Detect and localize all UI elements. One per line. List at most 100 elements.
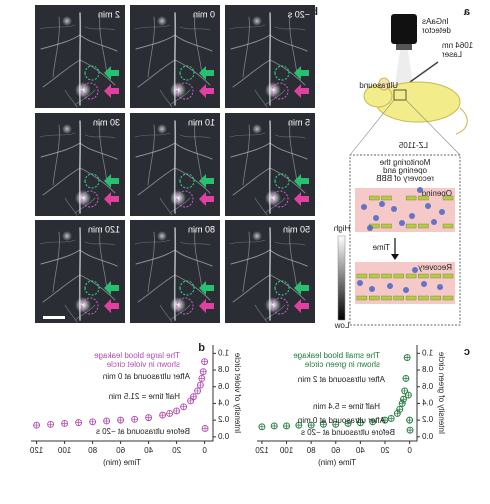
point-cross [159, 412, 166, 419]
x-tick-label: 80 [88, 446, 97, 455]
y-tick-label: 0.8 [421, 365, 433, 374]
endothelium [442, 295, 454, 301]
ultrasound-label: Ultrasound [359, 81, 398, 90]
green-roi [274, 280, 290, 296]
point-cross [190, 393, 197, 400]
mouse-ear [378, 77, 390, 91]
green-arrow [199, 174, 214, 188]
data-point [356, 419, 364, 427]
dye-dot [357, 280, 363, 286]
x-tick-label: 0 [202, 446, 207, 455]
data-point [307, 421, 315, 429]
violet-arrow [294, 299, 309, 313]
endothelium [442, 195, 454, 201]
dye-dot [439, 209, 445, 215]
scale-bar [43, 316, 65, 319]
dye-dot [373, 215, 379, 221]
violet-arrow [199, 84, 214, 98]
green-roi [274, 65, 290, 81]
time-label: −20 s [287, 9, 310, 19]
data-point [381, 416, 389, 424]
violet-arrow [104, 192, 119, 206]
recovery-label: Recovery [418, 263, 452, 272]
point-cross [75, 419, 82, 426]
annotation: After ultrasound at 0 min [103, 372, 190, 381]
annotation: The small blood leakage [293, 351, 380, 360]
y-tick-label: 0.2 [217, 415, 229, 424]
endothelium [405, 223, 417, 229]
point-cross [103, 417, 110, 424]
x-tick-label: 40 [355, 446, 364, 455]
violet-roi [271, 297, 289, 315]
dye-dot [421, 281, 427, 287]
dye-dot [403, 287, 409, 293]
point-cross [404, 354, 411, 361]
data-point [406, 416, 414, 424]
point-cross [258, 423, 265, 430]
y-axis-label: Intensity of violet circle [233, 352, 242, 433]
dye-dot [391, 206, 397, 212]
point-cross [283, 422, 290, 429]
point-cross [117, 417, 124, 424]
image-tile: 10 min [130, 113, 220, 216]
point-cross [407, 427, 414, 434]
violet-roi [271, 190, 289, 208]
image-tile: 50 min [225, 220, 315, 323]
data-point [131, 415, 139, 423]
point-cross [388, 415, 395, 422]
y-tick-label: 0.6 [217, 382, 229, 391]
bright-spot [75, 190, 91, 206]
annotation: Half time = 21.5 min [109, 392, 180, 401]
panel-label: c [464, 346, 470, 358]
endothelium [442, 223, 454, 229]
violet-roi [176, 297, 194, 315]
data-point [47, 420, 55, 428]
data-point [145, 414, 153, 422]
time-label: 80 min [188, 224, 215, 234]
y-axis-label: Intensity of green circle [437, 351, 446, 434]
image-tile: −20 s [225, 5, 315, 108]
axis-line [31, 345, 214, 442]
point-cross [131, 416, 138, 423]
laser-label: Laser [442, 50, 462, 59]
violet-arrow [104, 84, 119, 98]
green-roi [84, 173, 100, 189]
endothelium [381, 295, 392, 301]
data-point [344, 420, 352, 427]
green-roi [179, 65, 195, 81]
green-arrow [199, 281, 214, 295]
dye-dot [431, 219, 437, 225]
x-tick-label: 120 [29, 446, 43, 455]
endothelium [430, 273, 441, 279]
mouse-tail [455, 107, 468, 135]
colorbar [337, 235, 346, 321]
point-cross [201, 358, 208, 365]
violet-arrow [199, 192, 214, 206]
point-cross [202, 425, 209, 432]
time-label: 120 min [88, 224, 120, 234]
point-cross [406, 417, 413, 424]
data-point [398, 399, 406, 407]
data-point [369, 418, 377, 426]
x-tick-label: 120 [255, 446, 269, 455]
data-point [89, 418, 97, 426]
dye-dot [412, 267, 418, 273]
green-arrow [199, 66, 214, 80]
bright-spot [170, 82, 186, 98]
detector-lens [396, 44, 412, 50]
annotation: Before ultrasound at −20 s [96, 427, 190, 436]
point-cross [332, 421, 339, 428]
monitoring-label: Monitoring the [379, 158, 430, 167]
endothelium [368, 195, 380, 201]
data-point [75, 419, 83, 427]
panel-label: d [198, 342, 205, 354]
point-cross [295, 422, 302, 429]
green-roi [274, 173, 290, 189]
point-cross [401, 387, 408, 394]
endothelium [356, 273, 368, 279]
time-label: 5 min [288, 117, 310, 127]
data-point [270, 422, 278, 430]
data-point [403, 354, 411, 361]
